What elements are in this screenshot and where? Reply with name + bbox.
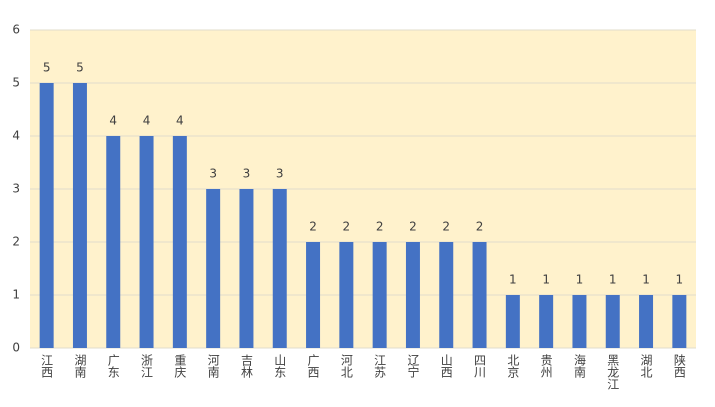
bar [106, 136, 121, 348]
data-label: 5 [76, 61, 84, 75]
x-tick-label: 江苏 [373, 354, 387, 378]
bar [505, 295, 520, 348]
bar [472, 242, 487, 348]
data-label: 4 [143, 114, 151, 128]
bar [605, 295, 620, 348]
bar [672, 295, 687, 348]
x-tick-label: 吉林 [239, 354, 253, 378]
y-tick-label: 3 [12, 182, 20, 196]
bar [405, 242, 420, 348]
data-label: 1 [576, 273, 584, 287]
data-label: 3 [276, 167, 284, 181]
x-tick-label: 河南 [206, 354, 220, 378]
data-label: 4 [109, 114, 117, 128]
x-tick-label: 黑龙江 [606, 354, 620, 390]
data-label: 2 [409, 220, 417, 234]
x-tick-label: 山西 [439, 354, 453, 378]
y-tick-label: 2 [12, 235, 20, 249]
data-label: 4 [176, 114, 184, 128]
x-tick-label: 湖北 [639, 353, 653, 379]
bar [572, 295, 587, 348]
x-tick-label: 广东 [106, 354, 120, 378]
bar [139, 136, 154, 348]
data-label: 2 [309, 220, 317, 234]
data-label: 2 [476, 220, 484, 234]
x-tick-label: 河北 [339, 354, 353, 379]
y-tick-label: 0 [12, 341, 20, 355]
y-tick-label: 5 [12, 76, 20, 90]
bar [539, 295, 554, 348]
x-tick-label: 北京 [506, 354, 520, 379]
data-label: 1 [609, 273, 617, 287]
data-label: 5 [43, 61, 51, 75]
data-label: 2 [376, 220, 384, 234]
x-tick-label: 重庆 [173, 354, 187, 378]
bar [39, 83, 54, 348]
data-label: 2 [343, 220, 351, 234]
x-tick-label: 浙江 [140, 354, 154, 378]
bar [272, 189, 287, 348]
x-tick-label: 四川 [473, 354, 487, 378]
data-label: 1 [642, 273, 650, 287]
x-tick-label: 陕西 [672, 353, 686, 378]
x-tick-label: 湖南 [73, 353, 87, 378]
x-tick-label: 辽宁 [406, 354, 420, 378]
y-tick-label: 6 [12, 23, 20, 37]
bar [206, 189, 221, 348]
bar [72, 83, 87, 348]
data-label: 3 [243, 167, 251, 181]
y-tick-label: 1 [12, 288, 20, 302]
bar [439, 242, 454, 348]
data-label: 1 [676, 273, 684, 287]
x-tick-label: 海南 [572, 353, 586, 378]
data-label: 3 [209, 167, 217, 181]
bar [239, 189, 254, 348]
x-tick-label: 广西 [306, 354, 320, 378]
x-tick-label: 江西 [40, 354, 54, 378]
bar [306, 242, 321, 348]
data-label: 2 [442, 220, 450, 234]
bar [639, 295, 654, 348]
x-tick-label: 山东 [273, 354, 287, 378]
bar [339, 242, 354, 348]
data-label: 1 [542, 273, 550, 287]
x-tick-label: 贵州 [539, 354, 553, 378]
y-tick-label: 4 [12, 129, 20, 143]
bar [172, 136, 187, 348]
bar [372, 242, 387, 348]
data-label: 1 [509, 273, 517, 287]
